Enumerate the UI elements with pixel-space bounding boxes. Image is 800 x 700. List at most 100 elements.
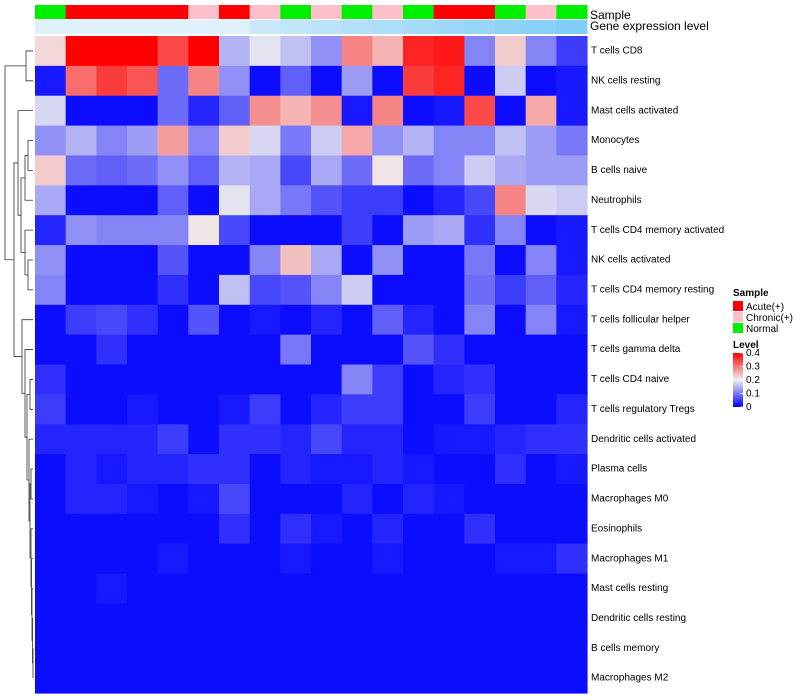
heatmap-cell bbox=[556, 155, 588, 186]
heatmap-cell bbox=[35, 185, 67, 216]
heatmap-cell bbox=[495, 513, 527, 545]
heatmap-cell bbox=[433, 36, 465, 67]
heatmap-cell bbox=[464, 245, 496, 276]
heatmap-cell bbox=[495, 36, 527, 67]
heatmap-cells bbox=[35, 36, 588, 694]
heatmap-cell bbox=[311, 513, 343, 545]
legend-swatch bbox=[733, 301, 743, 311]
heatmap-cell bbox=[219, 245, 251, 276]
dendrogram-branch bbox=[27, 259, 33, 291]
heatmap-cell bbox=[280, 603, 312, 634]
heatmap-cell bbox=[464, 483, 496, 515]
heatmap-cell bbox=[96, 454, 128, 485]
heatmap-cell bbox=[157, 274, 189, 306]
heatmap-cell bbox=[495, 334, 527, 366]
heatmap-cell bbox=[341, 185, 373, 216]
heatmap-cell bbox=[525, 364, 557, 395]
heatmap-cell bbox=[219, 125, 251, 157]
heatmap-cell bbox=[403, 274, 435, 306]
heatmap-cell bbox=[311, 304, 343, 336]
heatmap-cell bbox=[280, 364, 312, 395]
heatmap-cell bbox=[403, 65, 435, 97]
heatmap-cell bbox=[525, 543, 557, 575]
heatmap-cell bbox=[249, 274, 281, 306]
heatmap-cell bbox=[311, 543, 343, 575]
heatmap-cell bbox=[341, 663, 373, 694]
heatmap-cell bbox=[280, 483, 312, 515]
heatmap-cell bbox=[35, 573, 67, 605]
heatmap-cell bbox=[341, 245, 373, 276]
heatmap-cell bbox=[35, 274, 67, 306]
heatmap-cell bbox=[188, 364, 220, 395]
row-label: T cells gamma delta bbox=[591, 344, 681, 355]
heatmap-cell bbox=[403, 424, 435, 455]
heatmap-cell bbox=[433, 125, 465, 157]
heatmap-cell bbox=[127, 125, 159, 157]
heatmap-cell bbox=[249, 155, 281, 186]
heatmap-cell bbox=[280, 573, 312, 605]
heatmap-cell bbox=[311, 334, 343, 366]
heatmap-cell bbox=[433, 364, 465, 395]
heatmap-cell bbox=[403, 304, 435, 336]
heatmap-cell bbox=[495, 454, 527, 485]
heatmap-cell bbox=[188, 155, 220, 186]
heatmap-cell bbox=[341, 65, 373, 97]
gene-expression-annotation-cell bbox=[127, 20, 159, 34]
legend-level-title: Level bbox=[733, 340, 759, 351]
heatmap-cell bbox=[188, 65, 220, 97]
gene-expression-annotation-cell bbox=[280, 20, 312, 34]
heatmap-cell bbox=[433, 513, 465, 545]
gene-expression-annotation-cell bbox=[65, 20, 97, 34]
heatmap-cell bbox=[403, 36, 435, 67]
annotation-label-gene-expression: Gene expression level bbox=[590, 19, 709, 33]
heatmap-cell bbox=[249, 36, 281, 67]
heatmap-cell bbox=[433, 483, 465, 515]
heatmap-cell bbox=[556, 454, 588, 485]
heatmap-cell bbox=[556, 36, 588, 67]
heatmap-cell bbox=[280, 274, 312, 306]
row-label: Mast cells activated bbox=[591, 105, 678, 116]
heatmap-cell bbox=[556, 125, 588, 157]
heatmap-cell bbox=[372, 454, 404, 485]
heatmap-cell bbox=[96, 155, 128, 186]
heatmap-cell bbox=[157, 36, 189, 67]
heatmap-cell bbox=[188, 125, 220, 157]
heatmap-cell bbox=[188, 95, 220, 127]
heatmap-cell bbox=[341, 95, 373, 127]
heatmap-cell bbox=[65, 36, 97, 67]
heatmap-cell bbox=[65, 364, 97, 395]
heatmap-cell bbox=[372, 334, 404, 366]
heatmap-cell bbox=[525, 394, 557, 425]
legend-label: Normal bbox=[746, 324, 778, 335]
heatmap-cell bbox=[372, 543, 404, 575]
heatmap-cell bbox=[65, 513, 97, 545]
gene-expression-annotation-cell bbox=[464, 20, 496, 34]
row-label: Macrophages M1 bbox=[591, 553, 669, 564]
heatmap-cell bbox=[35, 424, 67, 455]
heatmap-cell bbox=[127, 483, 159, 515]
heatmap-cell bbox=[341, 543, 373, 575]
heatmap-cell bbox=[311, 603, 343, 634]
heatmap-cell bbox=[372, 603, 404, 634]
heatmap-cell bbox=[372, 633, 404, 664]
legend-tick-label: 0 bbox=[746, 402, 752, 413]
heatmap-cell bbox=[249, 364, 281, 395]
heatmap-cell bbox=[341, 36, 373, 67]
heatmap-cell bbox=[495, 364, 527, 395]
heatmap-cell bbox=[464, 424, 496, 455]
heatmap-cell bbox=[556, 603, 588, 634]
sample-annotation-cell bbox=[311, 5, 343, 19]
heatmap-cell bbox=[127, 155, 159, 186]
heatmap-cell bbox=[127, 543, 159, 575]
heatmap-cell bbox=[127, 394, 159, 425]
heatmap-cell bbox=[188, 513, 220, 545]
heatmap-cell bbox=[157, 483, 189, 515]
heatmap-cell bbox=[280, 633, 312, 664]
heatmap-cell bbox=[35, 603, 67, 634]
heatmap-cell bbox=[219, 185, 251, 216]
heatmap-cell bbox=[433, 95, 465, 127]
heatmap-cell bbox=[219, 543, 251, 575]
sample-annotation-cell bbox=[433, 5, 465, 19]
heatmap-cell bbox=[249, 454, 281, 485]
heatmap-cell bbox=[556, 663, 588, 694]
